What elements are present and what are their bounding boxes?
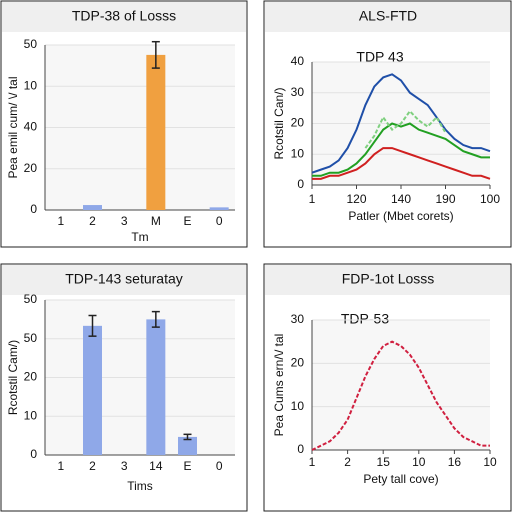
x-tick-label: 2 — [89, 214, 96, 228]
x-axis-label: Patler (Mbet corets) — [348, 209, 453, 223]
x-axis-label: Pety tall cove) — [363, 472, 438, 486]
y-tick-label: 20 — [24, 161, 38, 175]
y-tick-label: 10 — [24, 408, 38, 422]
panel-header — [265, 2, 510, 32]
x-tick-label: 100 — [480, 192, 500, 206]
x-tick-label: 120 — [346, 192, 366, 206]
bar — [178, 436, 197, 455]
x-tick-label: E — [183, 459, 191, 473]
x-tick-label: 1 — [309, 192, 316, 206]
panel-title: TDP-38 of Losss — [72, 8, 176, 24]
x-tick-label: 0 — [216, 214, 223, 228]
x-tick-label: 10 — [412, 455, 426, 469]
y-tick-label: 30 — [291, 312, 305, 326]
y-axis-label: Pea Cums ern/\/ tal — [272, 334, 286, 437]
panel-header — [2, 265, 246, 295]
plot-area — [312, 320, 490, 450]
bar — [83, 325, 102, 455]
data-line — [311, 73, 491, 174]
bar — [83, 205, 102, 210]
y-axis-label: Rcotstil Cam/) — [6, 340, 20, 415]
y-tick-label: 0 — [30, 447, 37, 461]
x-tick-label: 16 — [448, 455, 462, 469]
panel-frame — [263, 0, 512, 248]
panel-title: FDP-1ot Losss — [342, 271, 435, 287]
y-tick-label: 10 — [24, 78, 38, 92]
panel-header — [2, 2, 246, 32]
x-tick-label: 3 — [121, 214, 128, 228]
panel-header — [265, 265, 510, 295]
x-axis-label: Tims — [127, 479, 153, 493]
data-line — [311, 340, 490, 451]
x-tick-label: 10 — [483, 455, 497, 469]
y-tick-label: 10 — [291, 399, 305, 413]
y-tick-label: 20 — [291, 356, 305, 370]
y-tick-label: 30 — [291, 85, 305, 99]
y-tick-label: 20 — [291, 116, 305, 130]
x-axis-label: Tm — [131, 230, 148, 244]
x-tick-label: 1 — [309, 455, 316, 469]
y-tick-label: 0 — [30, 202, 37, 216]
bar — [146, 319, 166, 455]
x-tick-label: 14 — [149, 459, 163, 473]
y-tick-label: 50 — [24, 331, 38, 345]
x-tick-label: 15 — [377, 455, 391, 469]
data-line — [312, 122, 490, 177]
y-axis-label: Rcotstil Can/) — [272, 87, 286, 159]
x-tick-label: 1 — [57, 214, 64, 228]
x-tick-label: E — [183, 214, 191, 228]
x-tick-label: 2 — [344, 455, 351, 469]
y-tick-label: 0 — [297, 177, 304, 191]
x-tick-label: 140 — [391, 192, 411, 206]
y-tick-label: 50 — [24, 292, 38, 306]
chart-subtitle: TDP-53 — [341, 311, 389, 327]
x-tick-label: 1 — [57, 459, 64, 473]
bar — [209, 207, 229, 210]
data-line — [364, 109, 447, 149]
panel-frame — [0, 263, 248, 512]
panel-title: TDP-143 seturatay — [65, 271, 183, 287]
y-tick-label: 10 — [291, 146, 305, 160]
x-tick-label: 3 — [121, 459, 128, 473]
panel-title: ALS-FTD — [359, 8, 417, 24]
chart-subtitle: TDP 43 — [356, 49, 403, 65]
x-tick-label: 0 — [216, 459, 223, 473]
y-axis-label: Pea emil cum/ \/ tal — [6, 76, 20, 178]
panel-frame — [0, 0, 248, 248]
y-tick-label: 20 — [24, 370, 38, 384]
y-tick-label: 50 — [24, 37, 38, 51]
bar — [146, 54, 166, 211]
y-tick-label: 0 — [297, 442, 304, 456]
y-tick-label: 40 — [24, 120, 38, 134]
panel-frame — [263, 263, 512, 512]
data-line — [312, 147, 491, 180]
x-tick-label: M — [151, 214, 161, 228]
x-tick-label: 190 — [435, 192, 455, 206]
y-tick-label: 40 — [291, 54, 305, 68]
x-tick-label: 2 — [89, 459, 96, 473]
